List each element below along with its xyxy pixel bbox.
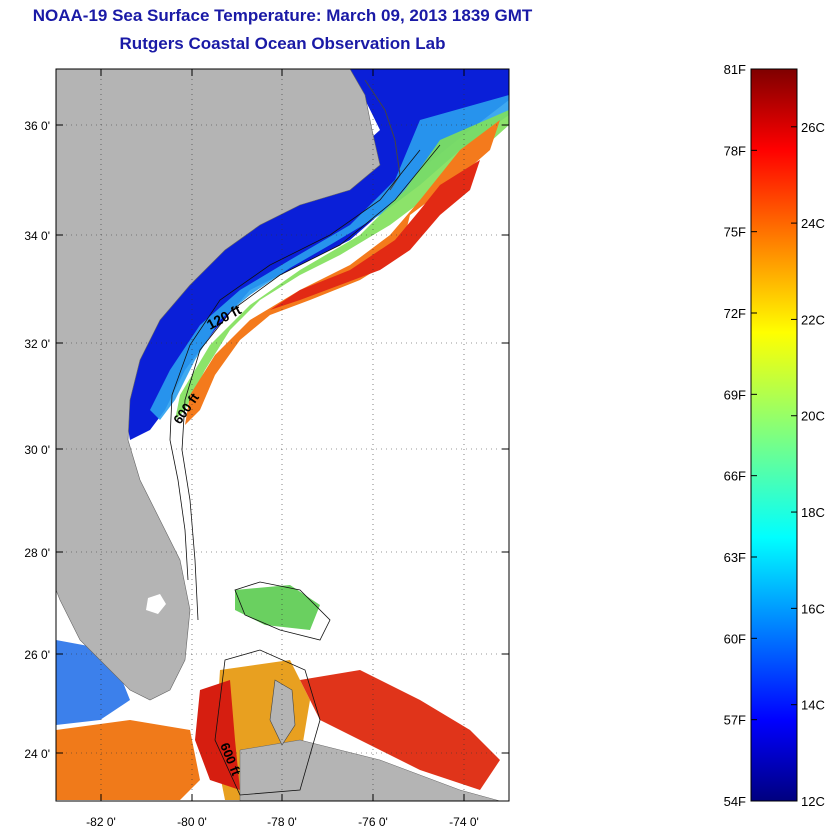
colorbar-c-tick: 16C: [801, 601, 825, 616]
outer-banks: [364, 79, 401, 191]
colorbar-c-tick: 14C: [801, 698, 825, 713]
map-ticks: [56, 69, 509, 801]
colorbar-f-tick: 66F: [724, 469, 746, 484]
cuba-land: [239, 739, 501, 801]
colorbar-c-tick: 12C: [801, 794, 825, 809]
land: [56, 69, 381, 701]
lon-label-74: -74 0': [449, 815, 479, 829]
lon-label-80: -80 0': [177, 815, 207, 829]
gulf-stream-warm: [185, 120, 500, 425]
colorbar-f-tick: 54F: [724, 794, 746, 809]
isobath-120ft: [169, 149, 421, 581]
lon-label-78: -78 0': [267, 815, 297, 829]
graticule: [56, 69, 509, 801]
keys-warm: [56, 720, 200, 800]
andros-island: [269, 679, 296, 746]
florida-straits-red: [195, 680, 240, 790]
lat-label-30: 30 0': [24, 443, 50, 457]
colorbar-f-tick: 69F: [724, 387, 746, 402]
lat-label-24: 24 0': [24, 747, 50, 761]
bahamas-isobath: [214, 581, 331, 796]
bahamas-patch-red: [300, 670, 500, 790]
colorbar-f-tick: 72F: [724, 306, 746, 321]
map-subtitle: Rutgers Coastal Ocean Observation Lab: [119, 34, 446, 53]
colorbar-c-tick: 20C: [801, 409, 825, 424]
map-title: NOAA-19 Sea Surface Temperature: March 0…: [32, 6, 533, 25]
colorbar-c-tick: 24C: [801, 216, 825, 231]
colorbar-f-tick: 63F: [724, 550, 746, 565]
lat-label-26: 26 0': [24, 648, 50, 662]
colorbar-f-tick: 81F: [724, 62, 746, 77]
lon-label-76: -76 0': [358, 815, 388, 829]
colorbar-c-tick: 22C: [801, 312, 825, 327]
isobath-600ft: [181, 144, 441, 621]
colorbar-f-tick: 57F: [724, 713, 746, 728]
lake-okeechobee: [146, 594, 166, 614]
lat-label-36: 36 0': [24, 119, 50, 133]
colorbar-gradient: [750, 68, 798, 802]
gulf-stream-edge: [175, 110, 509, 420]
lon-label-82: -82 0': [86, 815, 116, 829]
colorbar-f-tick: 75F: [724, 225, 746, 240]
bahamas-patch-green: [235, 585, 320, 630]
colorbar-f-tick: 78F: [724, 143, 746, 158]
colorbar-c-tick: 26C: [801, 120, 825, 135]
colorbar-c-tick: 18C: [801, 505, 825, 520]
lat-label-28: 28 0': [24, 546, 50, 560]
gulf-stream-red: [270, 160, 480, 310]
colorbar-f-tick: 60F: [724, 631, 746, 646]
lat-label-32: 32 0': [24, 337, 50, 351]
lat-label-34: 34 0': [24, 229, 50, 243]
